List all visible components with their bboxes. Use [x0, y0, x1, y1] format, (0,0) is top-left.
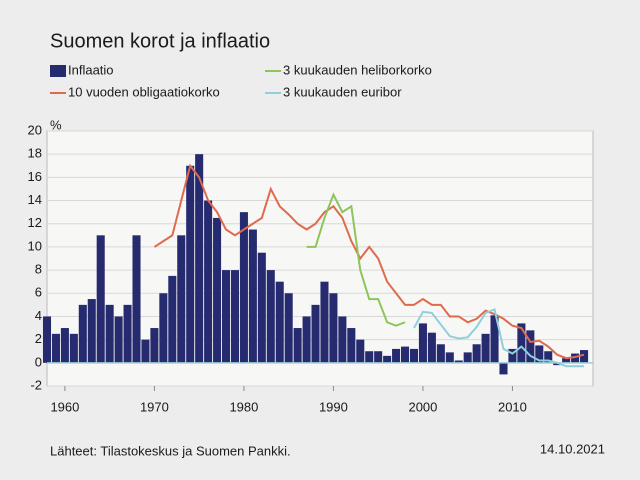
bar	[141, 339, 150, 363]
y-tick-label: 6	[35, 285, 42, 300]
bar	[347, 328, 356, 363]
line	[153, 163, 585, 360]
x-tick-label: 2010	[498, 399, 527, 414]
bar	[221, 270, 231, 363]
bar	[409, 348, 419, 363]
bar	[418, 323, 427, 363]
bar	[78, 304, 87, 363]
bar	[427, 332, 436, 363]
bar	[159, 293, 168, 363]
bar	[195, 154, 204, 363]
y-tick-label: 12	[28, 215, 42, 230]
bar	[105, 304, 114, 363]
y-tick-label: 0	[35, 354, 42, 369]
bar	[329, 293, 338, 363]
bar	[490, 315, 499, 363]
bar	[60, 328, 69, 363]
legend-swatch	[50, 65, 66, 77]
x-tick-label: 1980	[229, 399, 258, 414]
bar	[338, 316, 347, 363]
bar	[436, 344, 445, 363]
chart-title: Suomen korot ja inflaatio	[50, 30, 270, 52]
bar	[508, 348, 517, 363]
bar	[383, 355, 392, 363]
bar	[123, 304, 132, 363]
line	[306, 192, 406, 327]
bar	[204, 200, 213, 363]
source: Lähteet: Tilastokeskus ja Suomen Pankki.	[50, 443, 291, 458]
bar	[571, 353, 580, 363]
bar	[257, 252, 266, 363]
bar	[177, 235, 186, 363]
bar	[302, 316, 311, 363]
bar	[553, 362, 562, 366]
bar	[463, 352, 472, 363]
bar	[239, 212, 248, 363]
bar	[42, 316, 52, 363]
legend-label: 3 kuukauden heliborkorko	[283, 62, 432, 77]
bar	[526, 330, 535, 363]
y-axis-label: %	[50, 117, 62, 132]
bar	[562, 358, 571, 363]
bar	[454, 360, 463, 363]
bar	[472, 344, 481, 363]
y-tick-label: -2	[30, 377, 42, 392]
x-tick-label: 1990	[319, 399, 348, 414]
bar	[320, 281, 329, 363]
bar	[275, 281, 284, 363]
bar	[365, 351, 374, 363]
bar	[114, 316, 123, 363]
bar	[401, 346, 410, 363]
bar	[499, 362, 508, 375]
bar	[535, 345, 544, 363]
bar	[580, 350, 589, 363]
legend-label: 3 kuukauden euribor	[283, 84, 402, 99]
bar	[150, 328, 159, 363]
bar	[51, 333, 60, 363]
bar	[186, 165, 195, 363]
bar	[266, 270, 275, 363]
y-tick-label: 4	[35, 308, 42, 323]
bar	[87, 299, 96, 363]
x-tick-label: 2000	[408, 399, 437, 414]
y-tick-label: 8	[35, 262, 42, 277]
y-tick-label: 2	[35, 331, 42, 346]
bar	[445, 352, 454, 363]
bar	[132, 235, 141, 363]
legend-label: Inflaatio	[68, 62, 114, 77]
legend-label: 10 vuoden obligaatiokorko	[68, 84, 220, 99]
y-tick-label: 14	[28, 192, 42, 207]
bar	[230, 270, 239, 363]
y-tick-label: 18	[28, 146, 42, 161]
bar	[311, 304, 320, 363]
y-tick-label: 10	[28, 238, 42, 253]
bar	[69, 333, 78, 363]
bar	[248, 229, 257, 363]
bar	[356, 339, 365, 363]
bar	[293, 328, 302, 363]
bar	[481, 333, 490, 363]
y-tick-label: 20	[28, 122, 42, 137]
bar	[374, 351, 383, 363]
bar	[544, 351, 553, 363]
bar	[392, 348, 401, 363]
x-tick-label: 1960	[50, 399, 79, 414]
bar	[213, 217, 222, 363]
bar	[517, 323, 526, 363]
bar	[168, 275, 177, 363]
x-tick-label: 1970	[140, 399, 169, 414]
y-tick-label: 16	[28, 169, 42, 184]
date: 14.10.2021	[540, 441, 605, 456]
bar	[284, 293, 293, 363]
bar	[96, 235, 105, 363]
